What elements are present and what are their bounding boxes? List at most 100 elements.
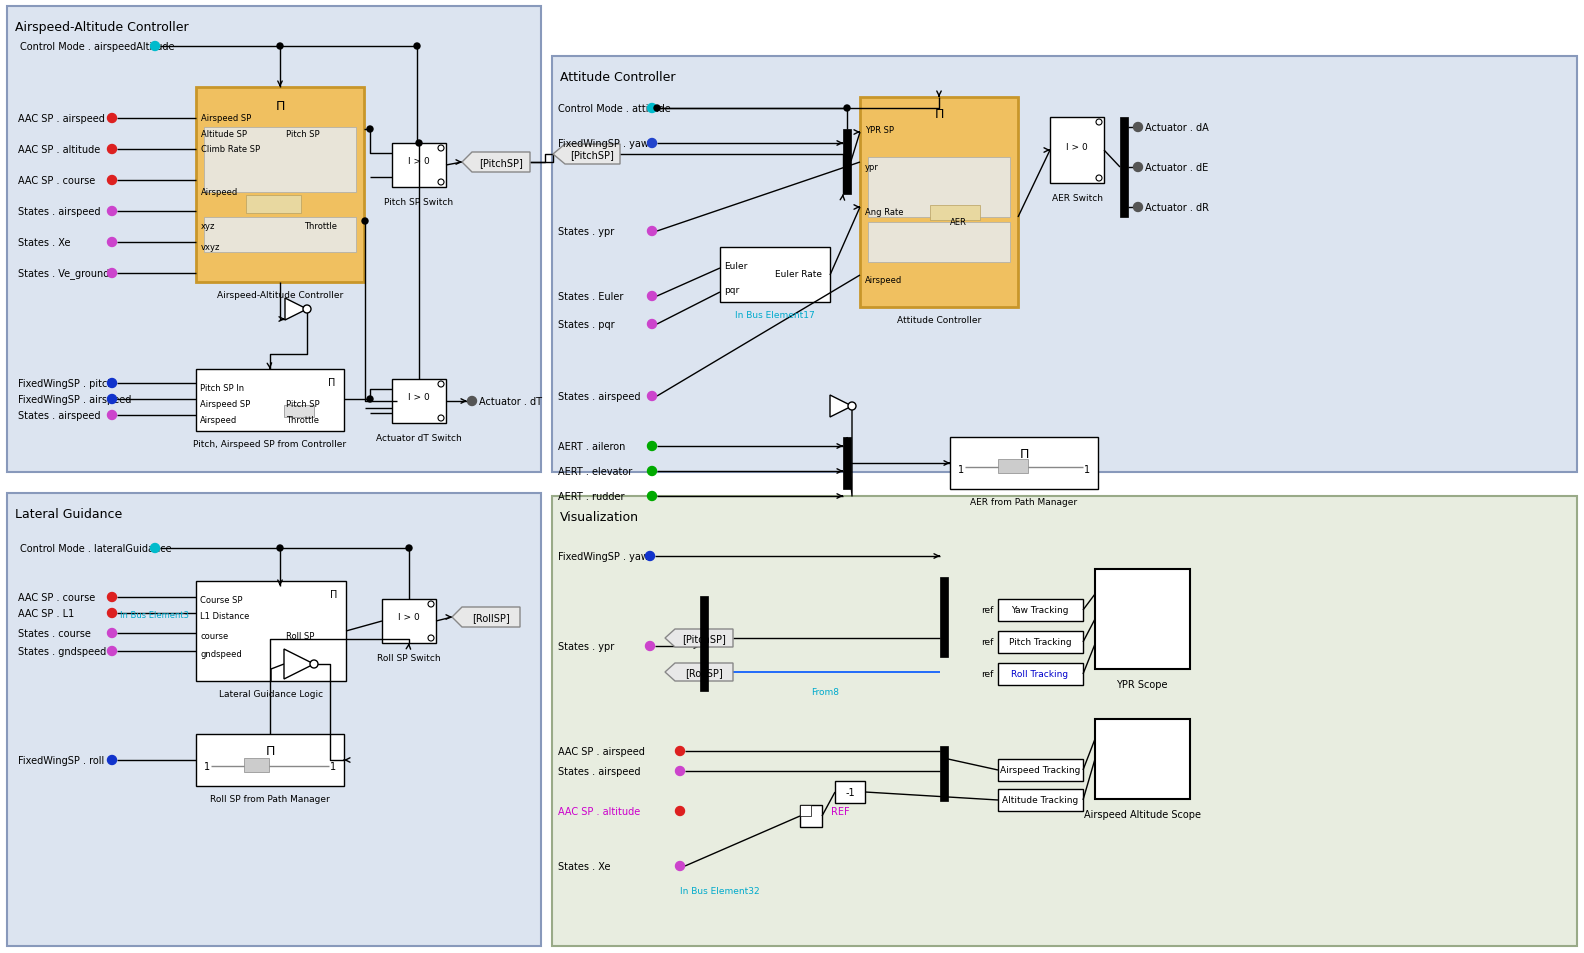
Circle shape: [648, 105, 656, 113]
Bar: [998, 760, 1083, 781]
Bar: [930, 206, 980, 221]
Text: -1: -1: [846, 787, 855, 797]
Text: Airspeed: Airspeed: [201, 188, 238, 196]
Bar: [939, 746, 947, 801]
Text: Ang Rate: Ang Rate: [865, 208, 903, 216]
Text: States . ypr: States . ypr: [558, 641, 615, 651]
Circle shape: [439, 381, 444, 388]
Text: AER Switch: AER Switch: [1052, 193, 1102, 203]
Bar: [998, 789, 1083, 811]
Circle shape: [1096, 175, 1102, 182]
Bar: [1095, 720, 1190, 800]
Text: States . Xe: States . Xe: [17, 237, 71, 248]
Bar: [998, 663, 1083, 685]
Text: Pitch SP Switch: Pitch SP Switch: [385, 198, 453, 207]
Circle shape: [1134, 203, 1142, 213]
Circle shape: [108, 379, 117, 388]
Circle shape: [108, 114, 117, 123]
Text: In Bus Element17: In Bus Element17: [735, 311, 814, 319]
Text: П: П: [265, 744, 274, 758]
Text: AAC SP . altitude: AAC SP . altitude: [17, 145, 100, 154]
Bar: [1095, 569, 1190, 669]
Text: Attitude Controller: Attitude Controller: [897, 315, 980, 325]
Text: П: П: [1020, 448, 1028, 460]
Text: П: П: [328, 377, 336, 388]
Bar: [800, 805, 822, 827]
Text: AERT . elevator: AERT . elevator: [558, 467, 632, 476]
Text: AERT . rudder: AERT . rudder: [558, 492, 624, 501]
Circle shape: [367, 127, 372, 132]
Circle shape: [310, 660, 318, 668]
Bar: [1120, 118, 1128, 218]
Circle shape: [413, 44, 420, 50]
Text: FixedWingSP . roll: FixedWingSP . roll: [17, 755, 105, 765]
Bar: [800, 805, 811, 816]
Text: YPR SP: YPR SP: [865, 126, 893, 135]
Text: In Bus Element32: In Bus Element32: [680, 886, 760, 896]
Text: I > 0: I > 0: [1066, 142, 1088, 152]
Circle shape: [108, 629, 117, 638]
Text: Actuator dT Switch: Actuator dT Switch: [375, 434, 463, 442]
Circle shape: [439, 146, 444, 152]
Text: П: П: [935, 108, 944, 121]
Text: Yaw Tracking: Yaw Tracking: [1011, 606, 1069, 615]
Text: FixedWingSP . airspeed: FixedWingSP . airspeed: [17, 395, 131, 405]
Bar: [998, 631, 1083, 654]
Text: Visualization: Visualization: [561, 511, 638, 523]
Text: I > 0: I > 0: [409, 393, 429, 402]
Circle shape: [675, 767, 684, 776]
Circle shape: [108, 647, 117, 656]
Text: Course SP: Course SP: [200, 596, 242, 604]
Circle shape: [428, 636, 434, 641]
Circle shape: [108, 176, 117, 185]
Circle shape: [428, 601, 434, 607]
Circle shape: [108, 411, 117, 420]
Text: Actuator . dR: Actuator . dR: [1145, 203, 1209, 213]
Text: AAC SP . airspeed: AAC SP . airspeed: [558, 746, 645, 757]
Circle shape: [648, 293, 656, 301]
Circle shape: [406, 545, 412, 552]
Circle shape: [417, 141, 421, 147]
Text: Pitch SP: Pitch SP: [287, 399, 320, 409]
Text: States . airspeed: States . airspeed: [17, 411, 100, 420]
Bar: [196, 88, 364, 283]
Text: Actuator . dE: Actuator . dE: [1145, 163, 1209, 172]
Bar: [700, 597, 708, 691]
Text: ypr: ypr: [865, 163, 879, 172]
Polygon shape: [285, 298, 307, 320]
Text: States . airspeed: States . airspeed: [558, 392, 640, 401]
Bar: [382, 599, 436, 643]
Polygon shape: [284, 649, 314, 679]
Bar: [284, 406, 314, 417]
Text: П: П: [276, 100, 285, 112]
Circle shape: [108, 269, 117, 278]
Text: Roll Tracking: Roll Tracking: [1012, 670, 1069, 679]
Text: 1: 1: [329, 761, 336, 771]
Text: Throttle: Throttle: [304, 222, 337, 231]
Text: Lateral Guidance Logic: Lateral Guidance Logic: [219, 689, 323, 699]
Circle shape: [150, 544, 160, 553]
Text: I > 0: I > 0: [398, 613, 420, 622]
Circle shape: [675, 806, 684, 816]
Circle shape: [439, 180, 444, 186]
Text: States . airspeed: States . airspeed: [17, 207, 100, 216]
Text: pqr: pqr: [724, 286, 740, 294]
Text: course: course: [200, 631, 228, 640]
Text: Lateral Guidance: Lateral Guidance: [14, 507, 122, 520]
Circle shape: [277, 44, 284, 50]
Text: From8: From8: [811, 688, 840, 697]
Circle shape: [363, 219, 367, 225]
Text: In Bus Element3: In Bus Element3: [120, 611, 188, 619]
Text: Pitch, Airspeed SP from Controller: Pitch, Airspeed SP from Controller: [193, 439, 347, 449]
Bar: [868, 223, 1011, 263]
Text: Airspeed: Airspeed: [865, 275, 903, 285]
Text: States . ypr: States . ypr: [558, 227, 615, 236]
Bar: [204, 218, 356, 253]
Text: AAC SP . airspeed: AAC SP . airspeed: [17, 113, 105, 124]
Text: Airspeed Altitude Scope: Airspeed Altitude Scope: [1083, 809, 1201, 820]
Text: FixedWingSP . yaw: FixedWingSP . yaw: [558, 139, 649, 149]
Text: Euler Rate: Euler Rate: [775, 270, 822, 278]
Circle shape: [108, 238, 117, 247]
Circle shape: [303, 306, 310, 314]
Bar: [860, 98, 1019, 308]
